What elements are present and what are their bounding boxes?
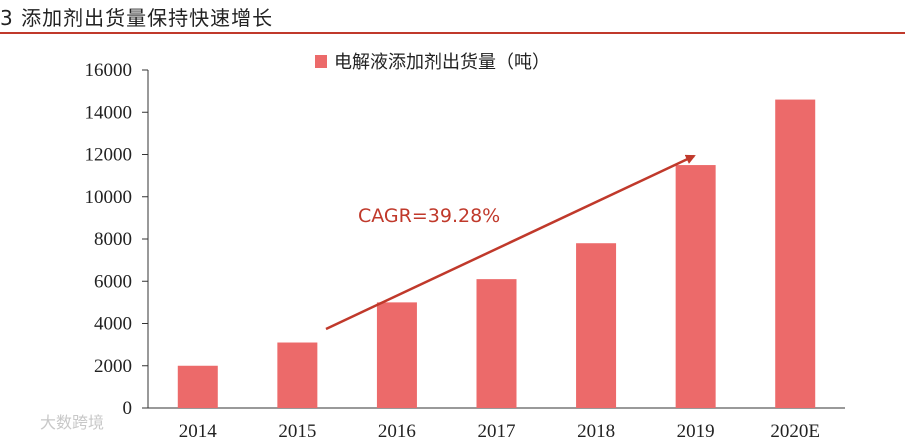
bar-2019: [675, 165, 716, 408]
y-tick-label: 12000: [85, 145, 133, 166]
y-axis: 0 2000 4000 6000 8000 10000 12000 14000 16000: [85, 60, 149, 419]
x-tick-label: 2019: [677, 421, 715, 438]
bar-2015: [277, 342, 318, 408]
bar-2016: [376, 302, 417, 408]
watermark-label: 大数跨境: [40, 413, 104, 432]
legend-label: 电解液添加剂出货量（吨）: [334, 52, 550, 73]
cagr-arrow: [325, 154, 696, 331]
x-tick-label: 2020E: [770, 421, 820, 438]
x-tick-label: 2016: [378, 421, 416, 438]
bar-2020E: [775, 99, 816, 408]
y-tick-label: 14000: [85, 102, 133, 123]
bar-2017: [476, 279, 517, 408]
legend-swatch: [315, 55, 327, 68]
bar-series: [177, 99, 816, 408]
y-tick-label: 2000: [94, 356, 132, 377]
x-tick-label: 2018: [577, 421, 615, 438]
y-tick-label: 16000: [85, 60, 133, 81]
y-tick-label: 10000: [85, 187, 133, 208]
x-tick-label: 2017: [478, 421, 516, 438]
x-axis: 2014 2015 2016 2017 2018 2019 2020E: [148, 407, 845, 438]
x-tick-label: 2015: [278, 421, 316, 438]
y-tick-label: 4000: [94, 314, 132, 335]
y-tick-label: 6000: [94, 271, 132, 292]
page-title: 3 添加剂出货量保持快速增长: [0, 6, 274, 30]
x-tick-label: 2014: [179, 421, 218, 438]
header-bar: 3 添加剂出货量保持快速增长: [0, 0, 905, 34]
bar-2014: [177, 365, 218, 408]
cagr-annotation: CAGR=39.28%: [358, 205, 500, 227]
legend: 电解液添加剂出货量（吨）: [315, 52, 550, 73]
watermark: 大数跨境: [40, 413, 104, 432]
y-tick-label: 8000: [94, 229, 132, 250]
bar-2018: [576, 243, 617, 408]
y-tick-label: 0: [123, 398, 133, 419]
